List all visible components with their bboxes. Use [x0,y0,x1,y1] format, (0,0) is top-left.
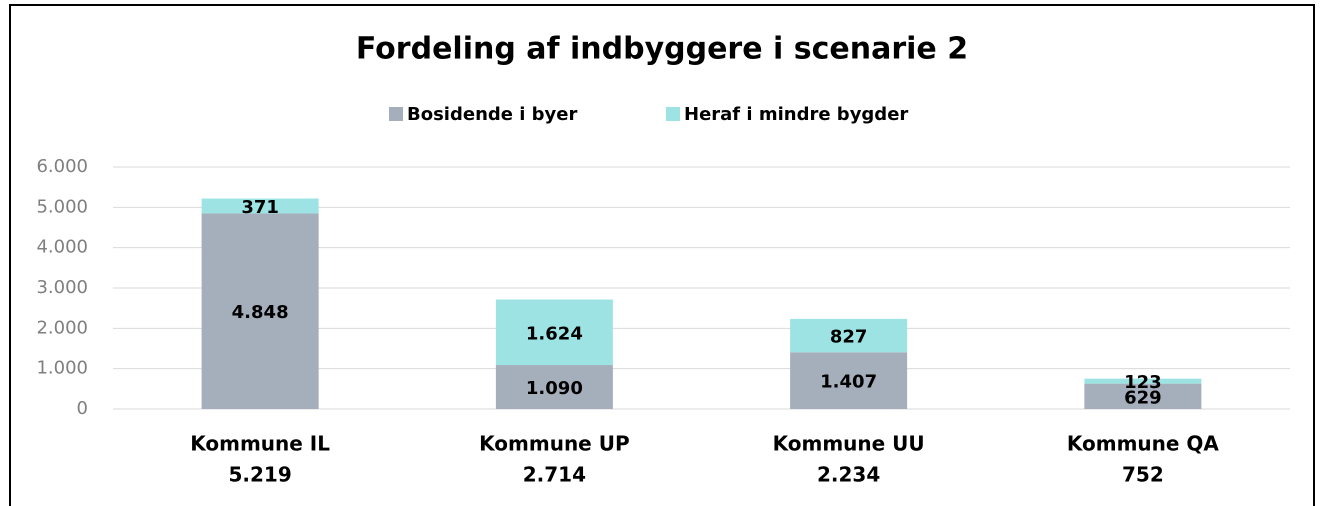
y-tick-label: 3.000 [36,277,88,298]
y-tick-label: 4.000 [36,237,88,258]
bar-segment [1084,383,1202,409]
bar-segment [495,365,613,409]
y-tick-label: 1.000 [36,358,88,379]
category-total: 2.714 [523,463,586,487]
bar-segment [201,213,319,409]
bar-segment [201,198,319,214]
x-tick-label: Kommune UP [479,432,629,456]
data-label: 123 [1124,372,1162,393]
data-label: 4.848 [232,302,289,323]
legend-swatch [666,107,680,121]
y-tick-label: 5.000 [36,196,88,217]
x-tick-label: Kommune UU [773,432,925,456]
y-tick-label: 0 [77,398,88,419]
data-label: 1.407 [820,372,877,393]
bar-segment [790,352,908,409]
data-label: 629 [1124,387,1162,408]
legend-label: Heraf i mindre bygder [684,104,908,125]
category-total: 752 [1122,463,1164,487]
data-label: 827 [830,327,868,348]
chart-title: Fordeling af indbyggere i scenarie 2 [356,32,968,67]
data-label: 371 [241,197,279,218]
bar-segment [790,318,908,353]
y-tick-label: 2.000 [36,317,88,338]
legend-label: Bosidende i byer [407,104,577,125]
x-tick-label: Kommune IL [190,432,330,456]
data-label: 1.090 [526,378,583,399]
category-total: 2.234 [817,463,880,487]
data-label: 1.624 [526,323,583,344]
legend-swatch [389,107,403,121]
x-tick-label: Kommune QA [1067,432,1220,456]
bar-segment [495,299,613,366]
bar-segment [1084,378,1202,384]
category-total: 5.219 [228,463,291,487]
y-tick-label: 6.000 [36,156,88,177]
